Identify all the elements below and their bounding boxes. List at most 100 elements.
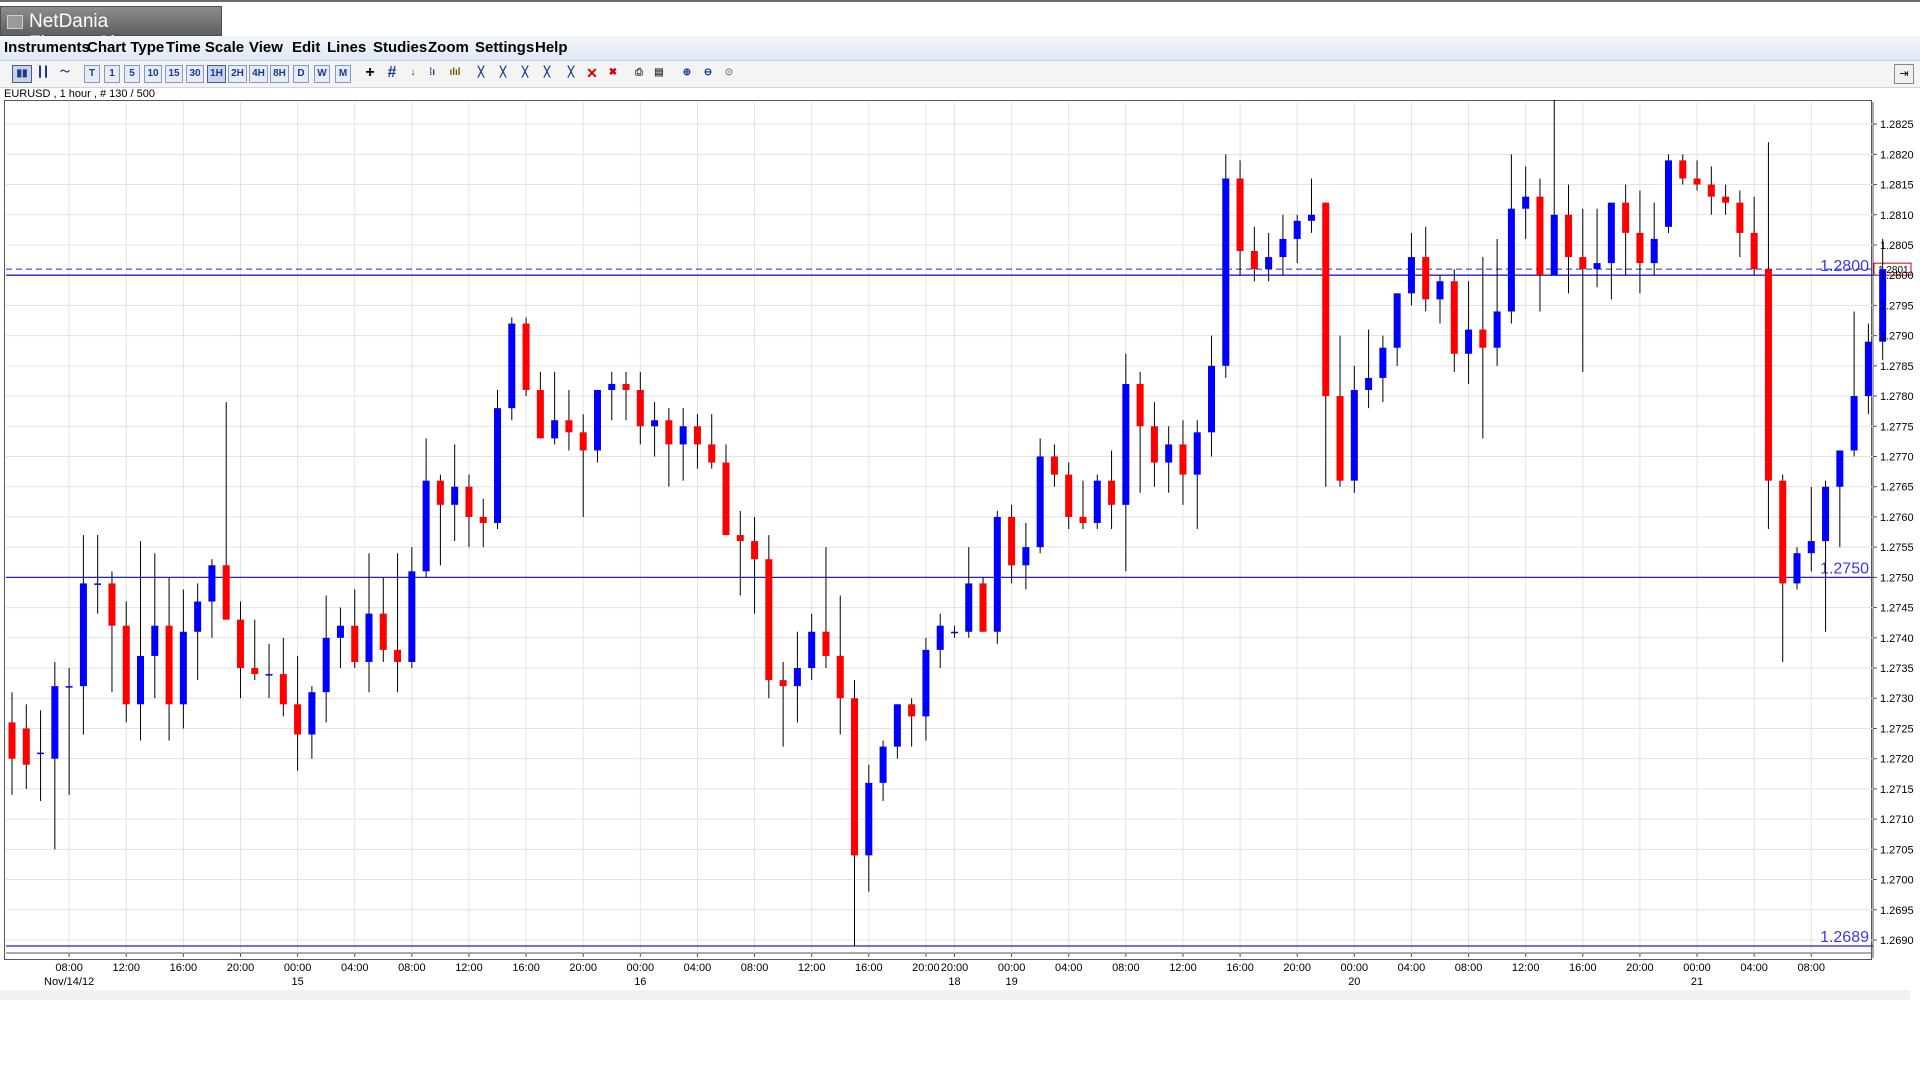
timescale-5-button[interactable]: 5 [124, 65, 140, 83]
y-tick-label: 1.2780 [1880, 391, 1914, 403]
timescale-t-button[interactable]: T [84, 65, 100, 83]
panel-toggle-icon[interactable]: ⇥ [1894, 64, 1914, 84]
delete-all-icon[interactable]: ✖ [608, 67, 618, 78]
candle-up [151, 625, 159, 656]
zoom-out-icon[interactable]: ⊖ [703, 67, 713, 78]
arrow-icon[interactable]: ↓ [410, 67, 416, 78]
chart-style-icon[interactable]: ▮▮ [12, 65, 32, 83]
candle-up [950, 631, 958, 634]
candle-up [936, 625, 944, 650]
candle-up [993, 516, 1001, 632]
candle-down [1565, 214, 1573, 258]
candle-up [865, 782, 873, 856]
menu-edit[interactable]: Edit [292, 39, 321, 56]
candle-down [851, 698, 859, 856]
timescale-30-button[interactable]: 30 [186, 65, 204, 83]
bottom-strip [0, 990, 1910, 1000]
candle-down [379, 613, 387, 650]
candle-up [1607, 202, 1615, 264]
candle-up [1822, 486, 1830, 542]
candle-down [236, 619, 244, 669]
delete-icon[interactable]: ✕ [586, 65, 598, 81]
timescale-m-button[interactable]: M [335, 65, 351, 83]
volume-icon[interactable]: ⁞ı [428, 67, 436, 78]
candle-down [222, 565, 230, 620]
crosshair-icon[interactable]: + [365, 64, 375, 81]
y-tick-label: 1.2705 [1880, 844, 1914, 856]
candle-down [279, 674, 287, 705]
timescale-2h-button[interactable]: 2H [228, 65, 247, 83]
candle-up [1165, 444, 1173, 463]
trendline-icon[interactable]: ╳ [477, 67, 485, 78]
candle-up [1550, 214, 1558, 276]
timescale-d-button[interactable]: D [293, 65, 309, 83]
candle-up [308, 692, 316, 735]
candle-up [451, 486, 459, 505]
bar-icon[interactable]: ılıl [449, 67, 461, 78]
x-tick-label: 12:00 [1512, 962, 1540, 974]
x-tick-label: 00:00 [1341, 962, 1369, 974]
y-tick-label: 1.2750 [1880, 572, 1914, 584]
candle-up [1493, 311, 1501, 348]
menu-settings[interactable]: Settings [475, 39, 535, 56]
fib-icon[interactable]: ╳ [543, 67, 551, 78]
timescale-8h-button[interactable]: 8H [270, 65, 289, 83]
zoom-in-icon[interactable]: ⊕ [682, 67, 692, 78]
candles [8, 99, 1887, 947]
candle-down [479, 516, 487, 523]
x-tick-label: 00:00 [998, 962, 1026, 974]
menu-chart-type[interactable]: Chart Type [87, 39, 165, 56]
channel-icon[interactable]: ╳ [499, 67, 507, 78]
y-tick-label: 1.2825 [1880, 119, 1914, 131]
candle-up [408, 571, 416, 662]
y-tick-label: 1.2770 [1880, 452, 1914, 464]
menu-help[interactable]: Help [535, 39, 568, 56]
timescale-10-button[interactable]: 10 [144, 65, 162, 83]
candle-up [1293, 220, 1301, 239]
candle-down [1764, 269, 1772, 481]
candle-up [51, 686, 59, 759]
y-tick-label: 1.2800 [1880, 270, 1914, 282]
candle-down [736, 535, 744, 542]
x-tick-label: 12:00 [112, 962, 140, 974]
candle-down [294, 704, 302, 735]
timescale-15-button[interactable]: 15 [165, 65, 183, 83]
timescale-4h-button[interactable]: 4H [249, 65, 268, 83]
print-icon[interactable]: ⎙ [635, 67, 643, 78]
print-preview-icon[interactable]: ▤ [654, 67, 664, 78]
y-tick-label: 1.2690 [1880, 935, 1914, 947]
candle-up [808, 631, 816, 669]
grid-icon[interactable]: # [387, 64, 397, 81]
chart-style-2-icon[interactable]: ┃┃ [36, 67, 50, 78]
candle-up [65, 686, 73, 688]
timescale-w-button[interactable]: W [314, 65, 330, 83]
timescale-1-button[interactable]: 1 [104, 65, 120, 83]
candle-down [1536, 196, 1544, 276]
candle-down [665, 420, 673, 445]
menu-view[interactable]: View [249, 39, 283, 56]
timescale-1h-button[interactable]: 1H [207, 65, 226, 83]
x-tick-label: 16:00 [512, 962, 540, 974]
candle-up [1393, 293, 1401, 348]
candle-down [1622, 202, 1630, 233]
candle-up [1650, 238, 1658, 264]
candle-down [1008, 516, 1016, 566]
delete-lines-icon[interactable]: ╳ [567, 67, 575, 78]
zoom-reset-icon[interactable]: ⊙ [724, 67, 734, 78]
menu-instruments[interactable]: Instruments [4, 39, 90, 56]
candle-up [679, 426, 687, 445]
price-level-label: 1.2750 [1820, 560, 1869, 577]
menu-time-scale[interactable]: Time Scale [166, 39, 245, 56]
menu-lines[interactable]: Lines [327, 39, 367, 56]
y-tick-label: 1.2715 [1880, 784, 1914, 796]
candle-up [965, 583, 973, 632]
menu-zoom[interactable]: Zoom [428, 39, 469, 56]
fan-icon[interactable]: ╳ [521, 67, 529, 78]
x-tick-label: 04:00 [341, 962, 369, 974]
menu-studies[interactable]: Studies [373, 39, 428, 56]
candle-up [79, 583, 87, 687]
line-chart-icon[interactable]: 〜 [60, 67, 70, 78]
candle-up [1664, 160, 1672, 227]
candle-up [1350, 390, 1358, 481]
